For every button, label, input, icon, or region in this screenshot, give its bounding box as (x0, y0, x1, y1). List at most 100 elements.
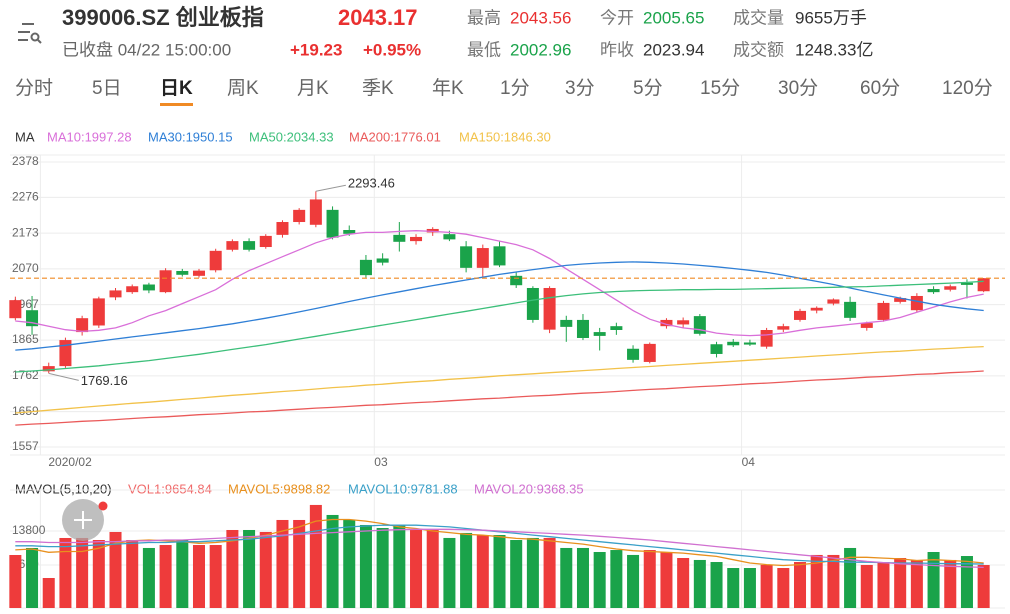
candle-body (259, 235, 272, 248)
tab[interactable]: 年K (432, 77, 464, 99)
volume-bar (643, 550, 656, 608)
status: 已收盘 04/22 15:00:00 (62, 40, 231, 59)
legend-entry: MAVOL20:9368.35 (474, 481, 584, 496)
volume-bar (827, 554, 840, 608)
stat-value: 2005.65 (643, 8, 704, 27)
volume-bar (677, 557, 690, 608)
volume-bar (760, 564, 773, 608)
tab[interactable]: 30分 (778, 77, 818, 99)
tab[interactable]: 5分 (633, 77, 663, 99)
tab[interactable]: 1分 (500, 77, 530, 99)
x-tick-label: 2020/02 (48, 455, 92, 469)
legend-entry: MA200:1776.01 (349, 129, 441, 144)
tab[interactable]: 月K (297, 78, 329, 99)
volume-bar (660, 551, 673, 608)
stat-value: 2002.96 (510, 40, 571, 59)
tab[interactable]: 60分 (860, 77, 900, 99)
add-button[interactable] (62, 499, 108, 541)
legend-entry: MAVOL5:9898.82 (228, 481, 330, 496)
ma-line (15, 230, 984, 337)
candle-body (460, 246, 473, 268)
stat-value: 2043.56 (510, 8, 571, 27)
change: +19.23 (290, 40, 342, 59)
stat-label: 最低 (467, 40, 501, 59)
candle-body (844, 301, 857, 318)
candle-body (526, 287, 539, 320)
tab[interactable]: 15分 (700, 77, 740, 99)
volume-bar (393, 524, 406, 608)
symbol-title: 399006.SZ 创业板指 (62, 5, 264, 30)
legend-entry: MAVOL10:9781.88 (348, 481, 458, 496)
volume-bar (526, 537, 539, 608)
candle-body (359, 259, 372, 276)
volume-bar (159, 545, 172, 608)
candle-body (710, 344, 723, 354)
annotation-leader (48, 372, 79, 381)
candle-body (159, 270, 172, 293)
x-tick-label: 03 (374, 455, 388, 469)
candle-body (293, 209, 306, 223)
candle-body (894, 298, 907, 302)
volume-bar (460, 532, 473, 608)
candle-body (660, 319, 673, 327)
candle-body (426, 228, 439, 233)
annotation-leader (315, 184, 346, 192)
volume-bar (293, 519, 306, 608)
candle-body (510, 275, 523, 286)
menu-icon[interactable] (18, 23, 42, 44)
candle-body (827, 299, 840, 304)
volume-bar (326, 514, 339, 608)
volume-bar (176, 540, 189, 608)
charts: 分时 5日 日K 周K 月K 季K 年K 1分 3分 5分 15分 30分 60分 120分 1557 165… (9, 77, 1005, 609)
volume-bar (576, 547, 589, 608)
ma-line (15, 345, 984, 414)
candle-body (960, 282, 973, 285)
candle-body (927, 289, 940, 293)
candle-body (560, 319, 573, 327)
volume-bar (259, 531, 272, 608)
candle-body (610, 326, 623, 330)
candle-body (209, 250, 222, 271)
volume-bar (743, 568, 756, 608)
ma-line (15, 528, 984, 569)
candle-body (9, 300, 22, 319)
tab[interactable]: 周K (227, 78, 259, 99)
volume-bar (276, 519, 289, 608)
volume-bar (710, 562, 723, 608)
legend-title: MA (15, 129, 35, 144)
candle-body (326, 209, 339, 238)
candle-body (944, 286, 957, 290)
stat-label: 最高 (467, 8, 501, 27)
volume-bar (359, 524, 372, 608)
stat-value: 1248.33亿 (795, 40, 873, 59)
volume-bar (593, 551, 606, 608)
tab[interactable]: 日K (160, 78, 193, 99)
candle-body (576, 319, 589, 338)
y-tick-label: 1659 (12, 404, 39, 418)
volume-bar (226, 529, 239, 608)
volume-bar (560, 547, 573, 608)
volume-bar (627, 554, 640, 608)
ma-line (15, 261, 984, 351)
candle-body (376, 258, 389, 263)
volume-bar (410, 529, 423, 608)
ma-line (15, 370, 984, 426)
tab[interactable]: 季K (362, 77, 394, 99)
tab[interactable]: 5日 (92, 78, 122, 99)
tab[interactable]: 120分 (942, 77, 993, 99)
volume-bar (844, 547, 857, 608)
volume-bar (26, 547, 39, 608)
volume-bar (426, 529, 439, 608)
candle-body (42, 366, 55, 372)
candle-body (276, 222, 289, 235)
volume-bar (243, 529, 256, 608)
tab[interactable]: 3分 (565, 77, 595, 99)
volume-bar (793, 562, 807, 608)
volume-bar (42, 577, 55, 608)
tab[interactable]: 分时 (15, 77, 53, 99)
candle-body (777, 326, 790, 330)
y-tick-label: 1762 (12, 368, 39, 382)
candle-body (176, 270, 189, 275)
volume-bar (493, 534, 506, 608)
volume-bar (727, 568, 740, 608)
